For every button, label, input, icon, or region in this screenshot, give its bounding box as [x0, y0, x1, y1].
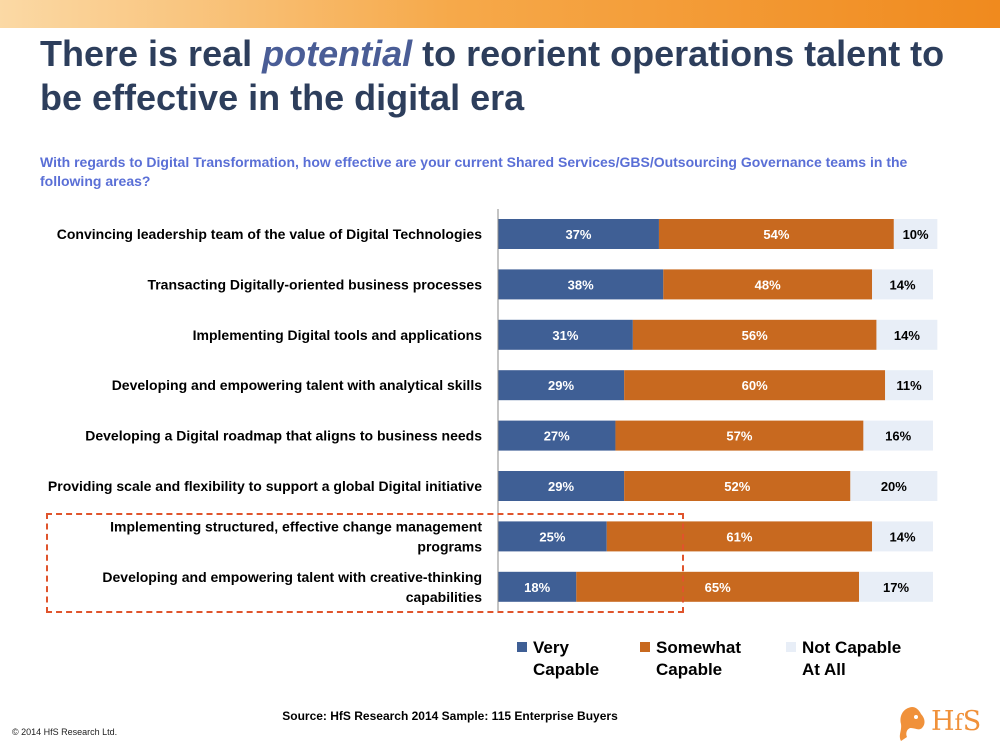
bar-segment [615, 420, 864, 451]
bar-segment [859, 571, 933, 602]
data-label: 38% [568, 277, 594, 292]
stacked-bar-chart: 37% 54% 10% Convincing leadership team of t… [48, 209, 938, 612]
legend-label: Not Capable At All [802, 637, 932, 681]
category-label: Transacting Digitally-oriented business … [147, 276, 482, 292]
page-title: There is real potential to reorient oper… [40, 32, 980, 120]
legend-item-somewhat-capable: Somewhat Capable [640, 637, 790, 683]
category-label: Developing and empowering talent with cr… [102, 569, 482, 585]
data-label: 54% [763, 227, 789, 242]
legend-swatch [517, 642, 527, 652]
legend-label-line: Capable [533, 660, 600, 679]
data-label: 10% [903, 227, 929, 242]
bar-segment [885, 370, 933, 401]
bar-segment [498, 370, 625, 401]
legend-label-line: Capable [656, 660, 723, 679]
logo-text: HfS [931, 706, 982, 737]
data-label: 14% [890, 277, 916, 292]
legend-item-not-capable: Not Capable At All [786, 637, 936, 683]
data-label: 27% [544, 429, 570, 444]
data-label: 29% [548, 479, 574, 494]
legend-swatch [786, 642, 796, 652]
legend-label: Very Capable [533, 637, 663, 681]
data-label: 37% [565, 227, 591, 242]
bar-segment [872, 521, 933, 552]
data-label: 60% [742, 378, 768, 393]
highlight-box [46, 513, 684, 613]
category-label: Developing and empowering talent with an… [112, 377, 483, 393]
bar-segment [606, 521, 873, 552]
survey-question: With regards to Digital Transformation, … [40, 154, 908, 189]
bar-segment [498, 269, 664, 300]
legend-label: Somewhat Capable [656, 637, 786, 681]
data-label: 14% [894, 328, 920, 343]
data-label: 17% [883, 580, 909, 595]
hfs-logo: HfS [895, 704, 990, 744]
bar-segment [872, 269, 933, 300]
lion-logo-icon [899, 707, 925, 741]
legend-label-line: Somewhat [656, 638, 742, 657]
data-label: 16% [885, 429, 911, 444]
data-label: 14% [890, 529, 916, 544]
bar-segment [863, 420, 933, 451]
data-label: 61% [726, 529, 752, 544]
data-label: 20% [881, 479, 907, 494]
bar-segment [658, 219, 894, 249]
legend-label-line: Very [533, 638, 569, 657]
bar-segment [498, 571, 577, 602]
data-label: 52% [724, 479, 750, 494]
bar-segment [498, 521, 607, 552]
data-label: 56% [742, 328, 768, 343]
title-emphasis: potential [262, 33, 413, 74]
bar-segment [876, 319, 938, 350]
data-label: 31% [552, 328, 578, 343]
bar-segment [498, 319, 633, 350]
data-label: 25% [539, 529, 565, 544]
data-label: 65% [705, 580, 731, 595]
bar-segment [498, 471, 625, 501]
category-label: Implementing Digital tools and applicati… [193, 327, 483, 343]
bar-segment [893, 219, 938, 249]
data-label: 18% [524, 580, 550, 595]
bar-segment [632, 319, 877, 350]
data-label: 48% [755, 277, 781, 292]
copyright: © 2014 HfS Research Ltd. [12, 727, 118, 737]
category-label: Providing scale and flexibility to suppo… [48, 478, 482, 494]
bar-segment [576, 571, 860, 602]
category-label: programs [417, 538, 482, 554]
data-label: 57% [726, 429, 752, 444]
bar-segment [624, 370, 886, 401]
header-band [0, 0, 1000, 28]
category-label: Implementing structured, effective chang… [110, 518, 482, 534]
category-label: Convincing leadership team of the value … [57, 226, 482, 242]
title-pre: There is real [40, 33, 263, 74]
data-label: 11% [896, 378, 922, 393]
bar-segment [663, 269, 873, 300]
legend-label-line: Not Capable [802, 638, 902, 657]
bar-segment [624, 471, 851, 501]
bar-segment [498, 219, 659, 249]
data-label: 29% [548, 378, 574, 393]
legend-item-very-capable: Very Capable [517, 637, 667, 683]
category-label: capabilities [406, 589, 482, 605]
legend-swatch [640, 642, 650, 652]
category-label: Developing a Digital roadmap that aligns… [85, 428, 482, 444]
source-note: Source: HfS Research 2014 Sample: 115 En… [282, 709, 618, 723]
bar-segment [850, 471, 938, 501]
bar-segment [498, 420, 616, 451]
title-post: to reorient operations talent to be effe… [40, 33, 945, 118]
legend-label-line: At All [802, 660, 846, 679]
